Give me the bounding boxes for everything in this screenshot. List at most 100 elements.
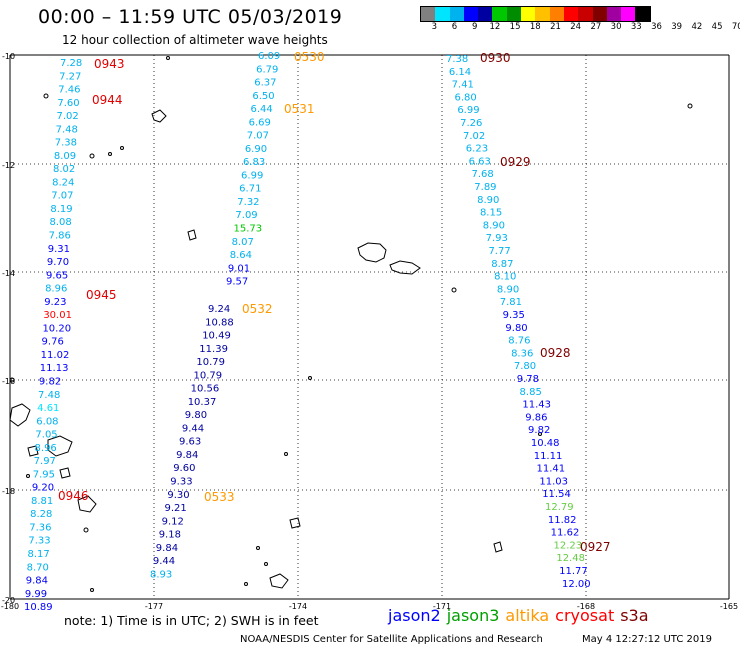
wave-height-value: 6.63: [469, 156, 491, 167]
island-fiji-e: [59, 467, 71, 479]
pass-time-label: 0930: [480, 51, 511, 65]
wave-height-value: 8.90: [483, 220, 505, 231]
wave-height-value: 9.20: [32, 483, 54, 494]
wave-height-value: 8.07: [232, 237, 254, 248]
legend-tick: 18: [529, 22, 541, 32]
wave-height-value: 8.90: [477, 195, 499, 206]
wave-height-value: 8.96: [35, 443, 57, 454]
satellite-altika: altika: [505, 606, 550, 625]
wave-height-value: 9.86: [525, 412, 547, 423]
wave-height-value: 4.61: [37, 403, 59, 414]
legend-tick: 27: [590, 22, 602, 32]
pass-time-label: 0944: [92, 93, 123, 107]
satellite-legend: jason2 jason3 altika cryosat s3a: [388, 606, 655, 625]
wave-height-value: 6.14: [449, 67, 471, 78]
wave-height-value: 8.87: [491, 259, 513, 270]
wave-height-value: 6.50: [252, 91, 274, 102]
wave-height-value: 7.05: [35, 430, 57, 441]
wave-height-value: 7.41: [452, 80, 474, 91]
island-wallis: [151, 109, 167, 123]
legend-swatch: [421, 7, 436, 21]
wave-height-value: 6.90: [245, 144, 267, 155]
island-niuatoputapu: [289, 517, 301, 529]
pass-time-label: 0943: [94, 57, 125, 71]
pass-time-label: 0530: [294, 50, 325, 64]
island-nfo: [187, 229, 197, 241]
wave-height-value: 11.54: [542, 489, 571, 500]
pass-time-label: 0928: [540, 346, 571, 360]
satellite-cryosat: cryosat: [555, 606, 615, 625]
wave-height-value: 7.68: [471, 169, 493, 180]
wave-height-value: 7.89: [474, 182, 496, 193]
wave-height-value: 7.09: [235, 210, 257, 221]
latitude-label: -10: [2, 52, 15, 61]
wave-height-value: 10.79: [196, 357, 225, 368]
wave-height-value: 9.01: [228, 263, 250, 274]
legend-swatch: [621, 7, 636, 21]
wave-height-value: 6.79: [256, 64, 278, 75]
wave-height-value: 7.46: [58, 85, 80, 96]
legend-swatch: [449, 7, 464, 21]
wave-height-value: 8.28: [30, 509, 52, 520]
legend-swatch: [535, 7, 550, 21]
legend-tick: 15: [509, 22, 521, 32]
wave-height-value: 10.20: [42, 323, 71, 334]
wave-height-value: 7.02: [56, 111, 78, 122]
wave-height-value: 7.07: [247, 131, 269, 142]
wave-height-value: 9.99: [25, 589, 47, 600]
wave-height-value: 7.81: [500, 297, 522, 308]
wave-height-value: 10.79: [194, 370, 223, 381]
wave-height-value: 9.84: [176, 450, 198, 461]
pass-time-label: 0927: [580, 540, 611, 554]
wave-height-value: 7.86: [49, 231, 71, 242]
latitude-label: -12: [2, 161, 15, 170]
wave-height-value: 8.70: [27, 562, 49, 573]
wave-height-value: 9.76: [42, 337, 64, 348]
wave-height-value: 10.49: [202, 331, 231, 342]
latitude-label: -18: [2, 487, 15, 496]
longitude-label: -168: [577, 602, 595, 611]
island-niue: [493, 541, 503, 553]
wave-height-value: 11.82: [548, 515, 577, 526]
wave-height-value: 9.70: [47, 257, 69, 268]
wave-height-value: 8.36: [511, 348, 533, 359]
legend-swatch: [506, 7, 522, 21]
legend-swatch: [563, 7, 579, 21]
wave-height-value: 15.73: [234, 224, 263, 235]
pass-time-label: 0945: [86, 288, 117, 302]
longitude-label: -165: [720, 602, 738, 611]
pass-time-label: 0532: [242, 302, 273, 316]
pass-time-label: 0929: [500, 155, 531, 169]
wave-height-value: 8.81: [31, 496, 53, 507]
lat-lon-grid: -10 -12 -14 -16 -18 -20-180 -177 -174 -171 -168 -1…: [1, 52, 738, 611]
wave-height-value: 9.80: [185, 410, 207, 421]
wave-height-value: 10.56: [191, 384, 220, 395]
latitude-label: -20: [2, 596, 15, 605]
wave-height-value: 6.99: [241, 170, 263, 181]
wave-height-value: 7.07: [51, 191, 73, 202]
wave-height-value: 9.23: [44, 297, 66, 308]
color-scale-ticks: 36912151821242730333639424570(ft): [420, 22, 740, 34]
wave-height-value: 10.37: [188, 397, 217, 408]
wave-height-value: 6.69: [249, 117, 271, 128]
legend-tick: 30: [610, 22, 622, 32]
legend-swatch: [478, 7, 493, 21]
island-fiji-a: [9, 403, 31, 427]
wave-height-value: 10.48: [531, 438, 560, 449]
wave-height-value: 8.24: [52, 177, 74, 188]
wave-height-value: 6.37: [254, 78, 276, 89]
wave-height-value: 12.00: [562, 579, 591, 590]
legend-swatch: [606, 7, 622, 21]
wave-height-value: 8.93: [150, 569, 172, 580]
wave-height-value: 8.96: [45, 284, 67, 295]
wave-height-value: 30.01: [43, 310, 72, 321]
satellite-s3a: s3a: [620, 606, 649, 625]
wave-height-value: 7.38: [55, 138, 77, 149]
wave-height-value: 7.26: [460, 118, 482, 129]
coastlines: [9, 56, 693, 592]
legend-tick: 42: [691, 22, 703, 32]
longitude-label: -171: [433, 602, 451, 611]
wave-height-value: 7.38: [446, 54, 468, 65]
legend-tick: 45: [711, 22, 723, 32]
wave-height-value: 7.36: [29, 522, 51, 533]
